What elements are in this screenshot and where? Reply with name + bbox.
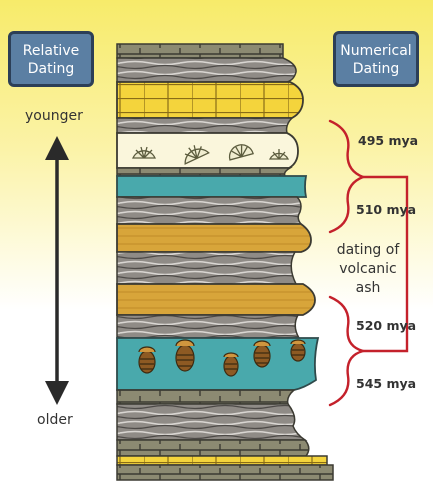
yellow-sandstone-layer	[116, 81, 304, 119]
age-label: 545 mya	[356, 376, 417, 391]
shell-fossils	[132, 144, 290, 165]
trilobite-fossil	[223, 352, 239, 377]
age-label: 520 mya	[356, 318, 417, 333]
relative-dating-badge: Relative Dating	[8, 31, 94, 87]
older-label: older	[37, 412, 73, 428]
trilobite-fossils	[138, 339, 306, 377]
numerical-dating-badge: Numerical Dating	[333, 31, 419, 87]
trilobite-fossil	[175, 339, 195, 372]
shell-fossil	[228, 144, 254, 161]
volcanic-ash-layer	[116, 283, 316, 316]
brick-layer	[116, 43, 284, 59]
shell-fossil	[184, 145, 210, 165]
rock-column	[116, 43, 334, 481]
time-arrow	[45, 136, 69, 405]
age-label: 510 mya	[356, 202, 417, 217]
brick-layer	[116, 389, 296, 405]
numerical-dating-line1: Numerical	[340, 43, 412, 59]
shale-layer	[116, 251, 298, 285]
shell-fossil-layer	[116, 132, 299, 169]
yellow-sandstone-layer	[116, 455, 328, 466]
shale-layer	[116, 117, 294, 134]
shale-layer	[116, 403, 308, 441]
volcanic-ash-note: dating of volcanic ash	[330, 241, 406, 298]
relative-dating-line1: Relative	[22, 43, 80, 59]
bracket-connector	[361, 175, 409, 353]
numerical-dating-line2: Dating	[352, 61, 400, 77]
brick-layer	[116, 439, 310, 457]
shell-fossil	[268, 149, 290, 160]
trilobite-fossil	[138, 346, 156, 374]
ash-note-line1: dating of	[336, 242, 400, 258]
younger-label: younger	[25, 108, 83, 124]
ash-note-line2: volcanic	[339, 261, 397, 277]
brick-layer	[116, 167, 293, 177]
shell-fossil	[132, 146, 156, 159]
shale-layer	[116, 314, 301, 339]
teal-limestone-layer	[116, 175, 308, 198]
brick-layer	[116, 464, 334, 481]
volcanic-ash-layer	[116, 223, 312, 253]
trilobite-fossil	[290, 339, 306, 362]
shale-layer	[116, 196, 303, 225]
age-label: 495 mya	[358, 133, 419, 148]
relative-dating-line2: Dating	[27, 61, 75, 77]
shale-layer	[116, 57, 297, 83]
trilobite-fossil	[253, 340, 271, 368]
ash-note-line3: ash	[355, 280, 381, 296]
dating-brackets	[328, 119, 409, 407]
